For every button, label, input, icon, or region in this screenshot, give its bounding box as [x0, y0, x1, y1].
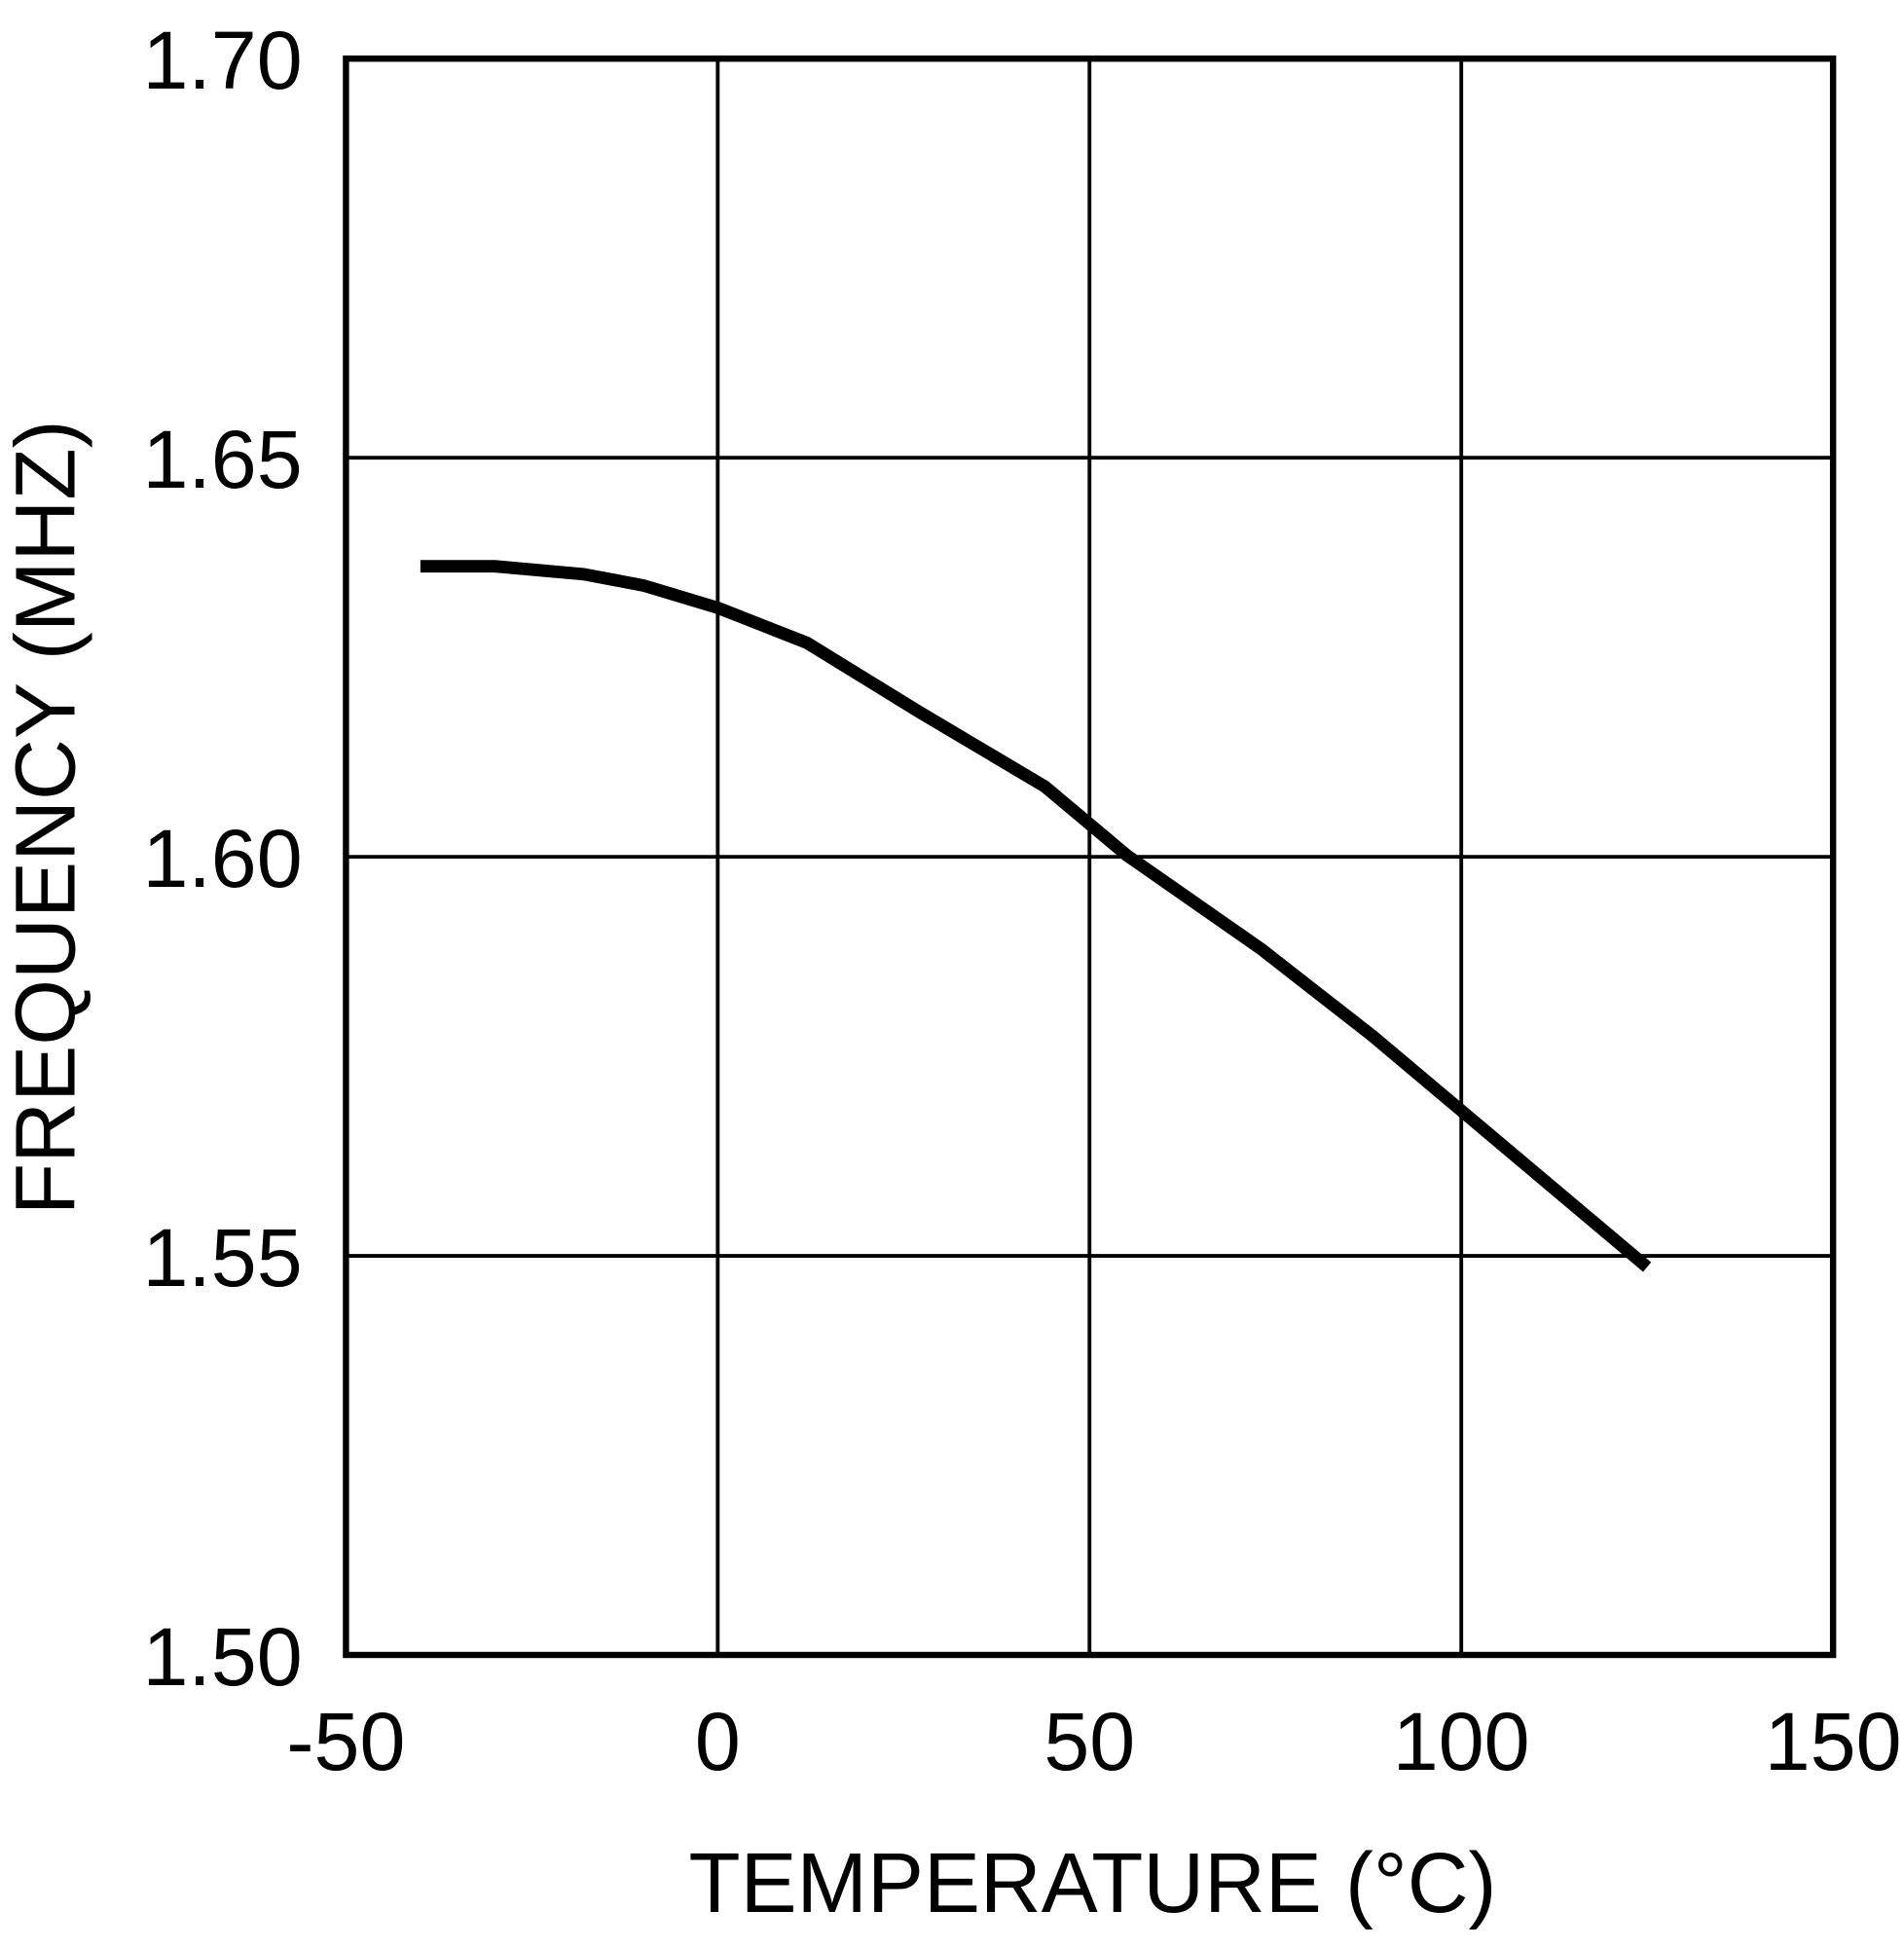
tick-labels: -50 0 50 100 150 1.50 1.55 1.60 1.65 1.70: [142, 15, 1901, 1787]
y-tick-label: 1.60: [142, 813, 302, 904]
x-axis-label: TEMPERATURE (°C): [688, 1836, 1496, 1930]
x-tick-label: 50: [1044, 1696, 1135, 1787]
x-tick-label: 150: [1765, 1696, 1902, 1787]
frequency-curve: [420, 560, 1652, 1272]
y-tick-label: 1.55: [142, 1212, 302, 1304]
y-tick-label: 1.70: [142, 15, 302, 106]
y-tick-label: 1.50: [142, 1611, 302, 1703]
y-tick-label: 1.65: [142, 414, 302, 505]
series: [420, 560, 1652, 1272]
grid: [344, 56, 1836, 1657]
y-axis-label: FREQUENCY (MHZ): [0, 420, 93, 1215]
x-tick-label: 0: [695, 1696, 741, 1787]
x-tick-label: -50: [286, 1696, 405, 1787]
plot-frame: [343, 55, 1837, 1659]
x-tick-label: 100: [1393, 1696, 1530, 1787]
